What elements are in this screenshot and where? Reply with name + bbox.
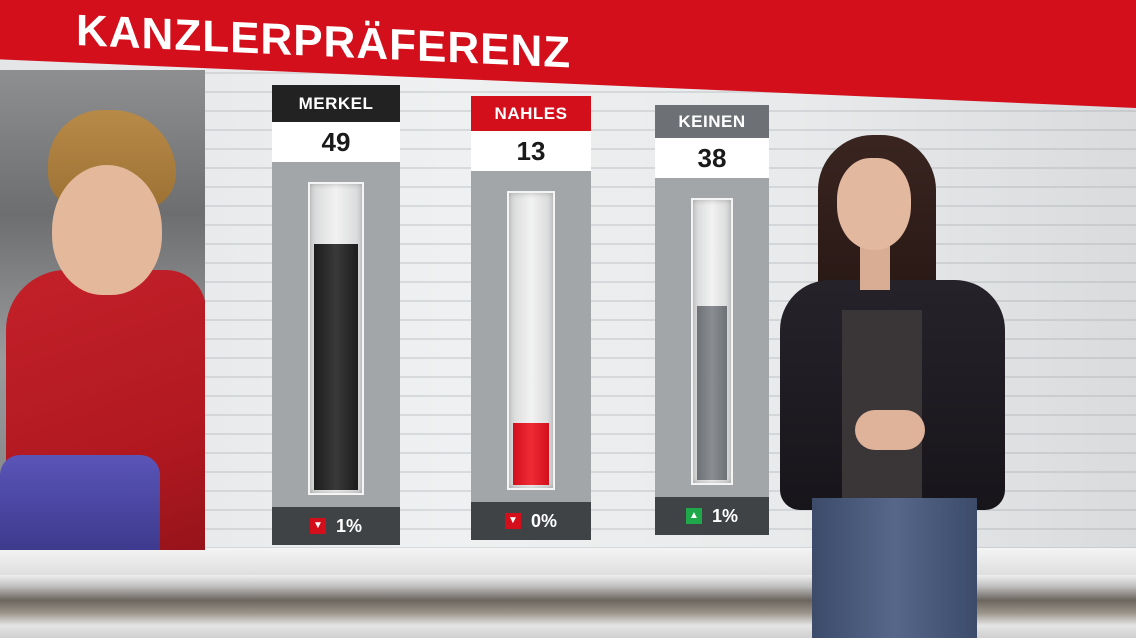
presenter-jeans bbox=[812, 498, 977, 638]
photo-chair bbox=[0, 455, 160, 550]
politician-photo bbox=[0, 70, 205, 550]
presenter-face bbox=[837, 158, 911, 250]
bar-column-keinen: KEINEN 38 ▲ 1% bbox=[655, 105, 769, 535]
bar-label: NAHLES bbox=[471, 96, 591, 131]
bar-value-label: 38 bbox=[655, 138, 769, 178]
bar-frame bbox=[471, 171, 591, 502]
presenter-hands bbox=[855, 410, 925, 450]
bar-value-label: 49 bbox=[272, 122, 400, 162]
presenter-top bbox=[842, 310, 922, 500]
arrow-down-icon: ▼ bbox=[504, 513, 521, 529]
bar-nahles bbox=[513, 423, 549, 485]
bar-track bbox=[691, 198, 733, 485]
bar-value-label: 13 bbox=[471, 131, 591, 171]
bar-track bbox=[507, 191, 555, 490]
photo-face bbox=[52, 165, 162, 295]
bar-change-value: 0% bbox=[530, 510, 557, 531]
bar-keinen bbox=[697, 306, 727, 480]
bar-frame bbox=[272, 162, 400, 507]
bar-label: MERKEL bbox=[272, 85, 400, 122]
bar-label: KEINEN bbox=[655, 105, 769, 138]
bar-track bbox=[308, 182, 364, 495]
arrow-down-icon: ▼ bbox=[309, 518, 326, 534]
bar-change-value: 1% bbox=[711, 505, 738, 526]
bar-change-indicator: ▼ 1% bbox=[272, 507, 400, 545]
arrow-up-icon: ▲ bbox=[685, 508, 702, 524]
bar-frame bbox=[655, 178, 769, 497]
bar-change-value: 1% bbox=[335, 515, 362, 536]
bar-change-indicator: ▼ 0% bbox=[471, 502, 591, 540]
bar-change-indicator: ▲ 1% bbox=[655, 497, 769, 535]
bar-column-merkel: MERKEL 49 ▼ 1% bbox=[272, 85, 400, 545]
bar-column-nahles: NAHLES 13 ▼ 0% bbox=[471, 96, 591, 540]
presenter bbox=[780, 130, 1010, 638]
bar-merkel bbox=[314, 244, 358, 490]
